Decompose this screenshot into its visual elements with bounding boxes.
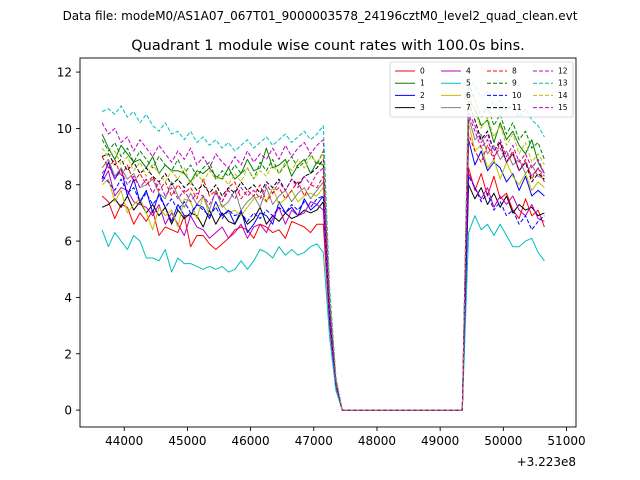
y-tick-label: 10 xyxy=(57,122,72,136)
y-tick-label: 6 xyxy=(64,235,72,249)
series-line-3 xyxy=(101,184,545,411)
y-tick-label: 0 xyxy=(64,404,72,418)
legend-label-7: 7 xyxy=(466,103,471,112)
series-line-0 xyxy=(101,167,545,411)
legend-label-9: 9 xyxy=(512,79,517,88)
x-tick-label: 45000 xyxy=(168,434,206,448)
legend-label-5: 5 xyxy=(466,79,471,88)
legend-label-4: 4 xyxy=(466,67,471,76)
y-tick-label: 12 xyxy=(57,66,72,80)
y-axis-ticks: 0 2 4 6 8 10 12 xyxy=(57,66,80,418)
x-axis-ticks: 44000 45000 46000 47000 48000 49000 50000 51000 xyxy=(105,427,586,448)
y-tick-label: 8 xyxy=(64,178,72,192)
x-tick-label: 46000 xyxy=(232,434,270,448)
legend-label-13: 13 xyxy=(558,79,568,88)
chart-suptitle: Data file: modeM0/AS1A07_067T01_90000035… xyxy=(63,9,578,23)
x-tick-label: 48000 xyxy=(358,434,396,448)
x-axis-offset-label: +3.223e8 xyxy=(517,455,576,469)
legend-label-6: 6 xyxy=(466,91,471,100)
legend-label-0: 0 xyxy=(420,67,425,76)
legend-label-8: 8 xyxy=(512,67,517,76)
legend-label-15: 15 xyxy=(558,103,568,112)
series-line-5 xyxy=(101,215,545,411)
legend-label-10: 10 xyxy=(512,91,522,100)
legend-label-14: 14 xyxy=(558,91,568,100)
y-tick-label: 4 xyxy=(64,291,72,305)
legend-box xyxy=(389,61,574,118)
legend-label-11: 11 xyxy=(512,103,522,112)
legend-label-1: 1 xyxy=(420,79,425,88)
series-line-13 xyxy=(101,77,545,411)
x-tick-label: 50000 xyxy=(484,434,522,448)
series-line-10 xyxy=(101,175,545,411)
x-tick-label: 44000 xyxy=(105,434,143,448)
legend-label-12: 12 xyxy=(558,67,568,76)
axes-frame xyxy=(79,57,577,428)
series-line-15 xyxy=(101,113,545,411)
series-line-2 xyxy=(101,139,545,411)
x-tick-label: 47000 xyxy=(295,434,333,448)
legend-label-2: 2 xyxy=(420,91,425,100)
chart-title: Quadrant 1 module wise count rates with … xyxy=(131,38,525,54)
x-tick-label: 49000 xyxy=(421,434,459,448)
legend-label-3: 3 xyxy=(420,103,425,112)
x-tick-label: 51000 xyxy=(547,434,585,448)
series-layer xyxy=(101,77,545,411)
y-tick-label: 2 xyxy=(64,347,72,361)
